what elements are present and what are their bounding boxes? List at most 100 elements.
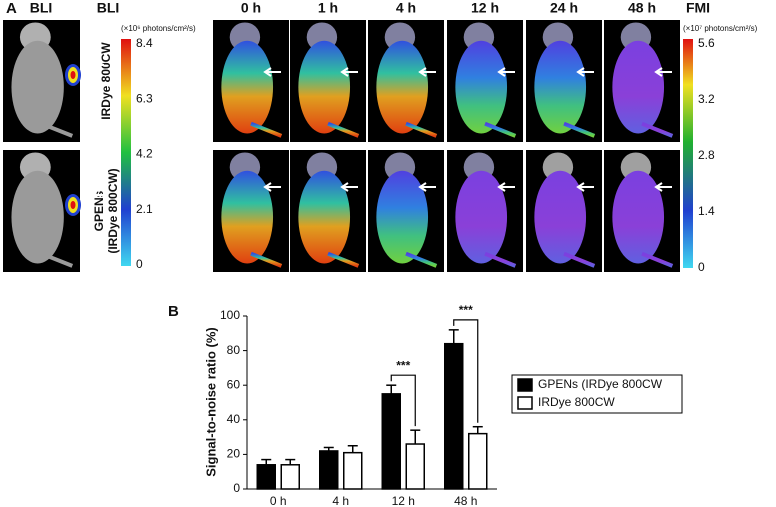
mouse-leg <box>405 121 438 138</box>
colorbar-tick-label: 5.6 <box>698 36 715 50</box>
legend-swatch <box>517 378 533 392</box>
bar <box>381 393 401 490</box>
legend-label: IRDye 800CW <box>538 395 615 409</box>
y-tick-label: 0 <box>233 481 240 495</box>
bar <box>319 450 339 490</box>
x-tick-label: 0 h <box>270 494 287 507</box>
annotation: *** <box>396 358 410 372</box>
arrow-head <box>497 182 506 192</box>
colorbar-tick-label: 6.3 <box>136 91 153 105</box>
colorbar-tick-label: 2.1 <box>136 202 153 216</box>
mouse-leg <box>641 251 674 268</box>
mouse-body <box>298 170 351 264</box>
mouse-leg <box>250 121 283 138</box>
y-tick-label: 80 <box>227 343 241 357</box>
column-heading: BLI <box>97 0 120 16</box>
y-tick-label: 20 <box>227 447 241 461</box>
time-label: 12 h <box>471 0 499 16</box>
mouse-body <box>534 170 587 264</box>
mouse-leg <box>563 121 596 138</box>
unit-label: (×10⁷ photons/cm²/s) <box>683 24 758 33</box>
legend <box>511 374 683 414</box>
bar <box>343 451 363 490</box>
time-label: 4 h <box>396 0 416 16</box>
colorbar-tick-label: 8.4 <box>136 36 153 50</box>
mouse-leg <box>40 251 74 268</box>
mouse-leg <box>641 121 674 138</box>
y-axis-label: Signal-to-noise ratio (%) <box>203 327 218 477</box>
column-heading: BLI <box>30 0 53 16</box>
annotation: *** <box>459 303 473 317</box>
panel-label: B <box>168 303 179 320</box>
mouse-body <box>534 40 587 134</box>
row-label: IRDye 800CW <box>99 42 113 120</box>
fmi-colorbar <box>683 39 693 268</box>
bli-spot <box>70 71 76 79</box>
mouse-body <box>455 170 508 264</box>
y-tick-label: 40 <box>227 412 241 426</box>
colorbar-tick-label: 2.8 <box>698 148 715 162</box>
bracket <box>453 319 479 423</box>
bar <box>280 464 300 490</box>
mouse-body <box>612 170 665 264</box>
mouse-body <box>376 170 429 264</box>
bli-spot <box>70 201 76 209</box>
bar <box>444 342 464 490</box>
mouse-leg <box>327 121 360 138</box>
mouse-leg <box>563 251 596 268</box>
mouse-body <box>221 40 274 134</box>
legend-label: GPENs (IRDye 800CW <box>538 377 663 391</box>
mouse-body <box>221 170 274 264</box>
mouse-leg <box>484 121 517 138</box>
legend-swatch <box>517 396 533 410</box>
arrow-head <box>263 67 272 77</box>
arrow-head <box>86 60 95 70</box>
mouse-leg <box>250 251 283 268</box>
bar <box>468 432 488 490</box>
colorbar-tick-label: 0 <box>698 260 705 274</box>
bracket <box>390 374 416 427</box>
colorbar-tick-label: 3.2 <box>698 92 715 106</box>
x-tick-label: 48 h <box>454 494 477 507</box>
bar <box>405 443 425 490</box>
time-label: 24 h <box>550 0 578 16</box>
mouse-body <box>11 170 64 264</box>
arrow-head <box>86 190 95 200</box>
unit-label: (×10⁶ photons/cm²/s) <box>121 24 196 33</box>
y-tick-label: 60 <box>227 377 241 391</box>
mouse-body <box>376 40 429 134</box>
row-label: GPENs <box>92 190 106 231</box>
bli-colorbar <box>121 39 131 266</box>
x-tick-label: 4 h <box>332 494 349 507</box>
arrow-head <box>263 182 272 192</box>
column-heading: FMI <box>686 0 710 16</box>
mouse-leg <box>327 251 360 268</box>
colorbar-tick-label: 1.4 <box>698 204 715 218</box>
arrow-head <box>340 67 349 77</box>
colorbar-tick-label: 4.2 <box>136 147 153 161</box>
time-label: 48 h <box>628 0 656 16</box>
arrow-head <box>576 67 585 77</box>
arrow-head <box>418 67 427 77</box>
arrow-head <box>340 182 349 192</box>
colorbar-tick-label: 0 <box>136 257 143 271</box>
mouse-body <box>612 40 665 134</box>
arrow-head <box>418 182 427 192</box>
bar <box>256 464 276 490</box>
mouse-leg <box>484 251 517 268</box>
mouse-body <box>11 40 64 134</box>
panel-label: A <box>6 0 17 17</box>
time-label: 0 h <box>241 0 261 16</box>
arrow-head <box>576 182 585 192</box>
arrow-head <box>497 67 506 77</box>
arrow-head <box>654 67 663 77</box>
mouse-body <box>455 40 508 134</box>
mouse-leg <box>405 251 438 268</box>
x-tick-label: 12 h <box>392 494 415 507</box>
y-tick-label: 100 <box>220 308 240 322</box>
mouse-body <box>298 40 351 134</box>
time-label: 1 h <box>318 0 338 16</box>
mouse-leg <box>40 121 74 138</box>
row-label: (IRDye 800CW) <box>106 168 120 253</box>
